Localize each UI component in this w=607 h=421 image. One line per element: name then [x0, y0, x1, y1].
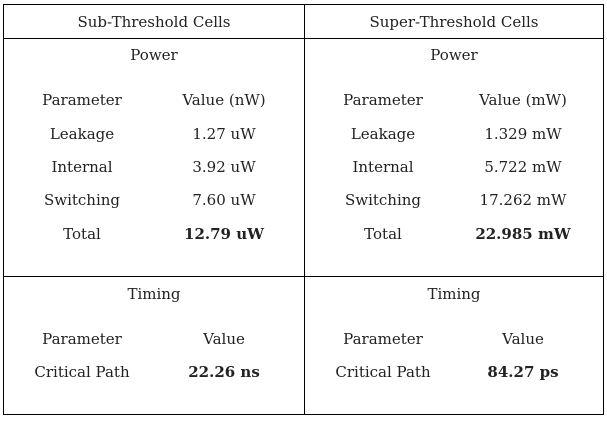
super-power-title: Power — [430, 46, 478, 64]
critical-path-value: 84.27 ps — [487, 363, 559, 381]
param-value: 7.60 uW — [192, 191, 256, 209]
table-row: Switching 7.60 uW — [4, 191, 304, 211]
super-timing-col-parameter: Parameter — [343, 330, 423, 348]
param-label: Critical Path — [335, 363, 431, 381]
param-value: 1.27 uW — [192, 125, 256, 143]
param-value: 17.262 mW — [479, 191, 567, 209]
table-row: Critical Path 84.27 ps — [305, 363, 603, 383]
section-divider — [4, 276, 603, 277]
super-power-header-row: Parameter Value (mW) — [305, 91, 603, 111]
param-label: Total — [63, 225, 101, 243]
header-divider — [4, 38, 603, 39]
sub-timing-section: Timing Parameter Value Critical Path 22.… — [4, 277, 304, 414]
critical-path-value: 22.26 ns — [188, 363, 260, 381]
table-row: Leakage 1.329 mW — [305, 125, 603, 145]
param-value: 1.329 mW — [484, 125, 562, 143]
param-label: Internal — [352, 158, 414, 176]
sub-power-section: Power Parameter Value (nW) Leakage 1.27 … — [4, 39, 304, 276]
table-row: Total 12.79 uW — [4, 225, 304, 245]
sub-power-col-parameter: Parameter — [42, 91, 122, 109]
sub-timing-col-value: Value — [203, 330, 245, 348]
sub-power-col-value: Value (nW) — [182, 91, 266, 109]
header-sub-threshold: Sub-Threshold Cells — [77, 12, 231, 31]
sub-power-title: Power — [130, 46, 178, 64]
column-divider — [304, 5, 305, 414]
super-power-col-value: Value (mW) — [479, 91, 567, 109]
param-label: Switching — [43, 191, 121, 209]
sub-timing-header-row: Parameter Value — [4, 330, 304, 350]
table-row: Switching 17.262 mW — [305, 191, 603, 211]
header-super-threshold: Super-Threshold Cells — [369, 12, 539, 31]
table-row: Internal 3.92 uW — [4, 158, 304, 178]
param-label: Internal — [51, 158, 113, 176]
param-label: Total — [364, 225, 402, 243]
sub-power-header-row: Parameter Value (nW) — [4, 91, 304, 111]
total-value: 22.985 mW — [475, 225, 571, 243]
super-power-col-parameter: Parameter — [343, 91, 423, 109]
super-power-section: Power Parameter Value (mW) Leakage 1.329… — [305, 39, 603, 276]
param-label: Leakage — [49, 125, 115, 143]
param-label: Critical Path — [34, 363, 130, 381]
super-timing-title: Timing — [427, 285, 481, 303]
comparison-table: Sub-Threshold Cells Super-Threshold Cell… — [3, 4, 604, 415]
sub-timing-col-parameter: Parameter — [42, 330, 122, 348]
total-value: 12.79 uW — [184, 225, 264, 243]
param-label: Leakage — [350, 125, 416, 143]
param-value: 3.92 uW — [192, 158, 256, 176]
table-row: Leakage 1.27 uW — [4, 125, 304, 145]
table-row: Internal 5.722 mW — [305, 158, 603, 178]
super-timing-col-value: Value — [502, 330, 544, 348]
super-timing-header-row: Parameter Value — [305, 330, 603, 350]
super-timing-section: Timing Parameter Value Critical Path 84.… — [305, 277, 603, 414]
sub-timing-title: Timing — [127, 285, 181, 303]
param-label: Switching — [344, 191, 422, 209]
param-value: 5.722 mW — [484, 158, 562, 176]
table-row: Total 22.985 mW — [305, 225, 603, 245]
table-row: Critical Path 22.26 ns — [4, 363, 304, 383]
